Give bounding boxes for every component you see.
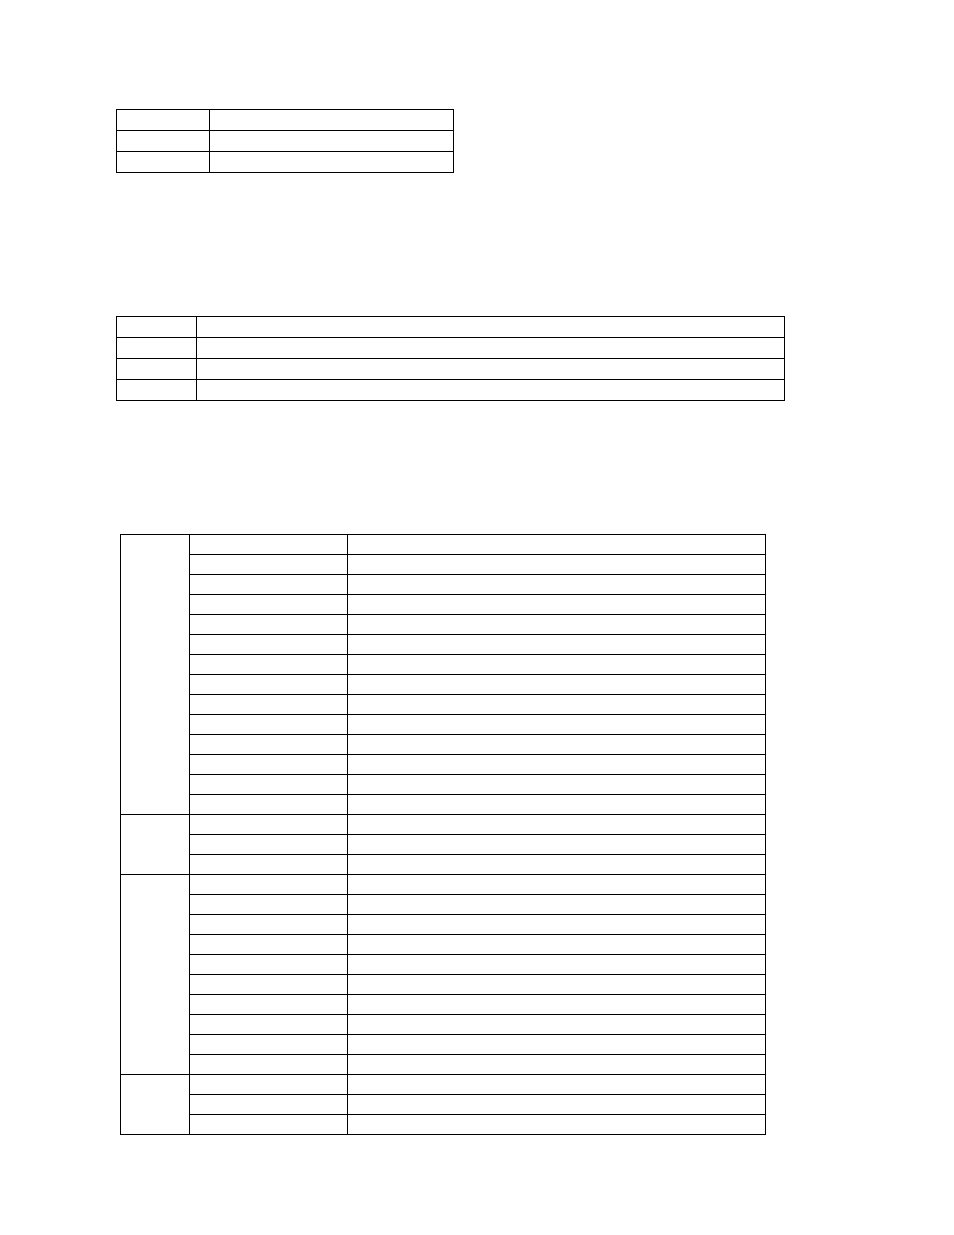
table3-desc-cell xyxy=(348,1075,766,1095)
table1-cell xyxy=(210,131,454,152)
table3-desc-cell xyxy=(348,835,766,855)
table2-cell xyxy=(117,380,197,401)
table3-name-cell xyxy=(190,815,348,835)
table3-desc-cell xyxy=(348,695,766,715)
table3-group-cell xyxy=(121,875,190,1075)
table3-name-cell xyxy=(190,755,348,775)
table3-name-cell xyxy=(190,795,348,815)
table3-desc-cell xyxy=(348,815,766,835)
table3-name-cell xyxy=(190,675,348,695)
table-1 xyxy=(116,109,454,173)
table3-name-cell xyxy=(190,935,348,955)
table3-desc-cell xyxy=(348,895,766,915)
table3-desc-cell xyxy=(348,795,766,815)
table3-name-cell xyxy=(190,1055,348,1075)
table3-desc-cell xyxy=(348,755,766,775)
table3-name-cell xyxy=(190,955,348,975)
table3-desc-cell xyxy=(348,1035,766,1055)
table3-desc-cell xyxy=(348,1055,766,1075)
table3-name-cell xyxy=(190,975,348,995)
table3-desc-cell xyxy=(348,915,766,935)
table3-desc-cell xyxy=(348,1095,766,1115)
table3-name-cell xyxy=(190,735,348,755)
table3-desc-cell xyxy=(348,1015,766,1035)
table3-desc-cell xyxy=(348,735,766,755)
table3-name-cell xyxy=(190,555,348,575)
table3-group-cell xyxy=(121,1075,190,1135)
table3-desc-cell xyxy=(348,575,766,595)
table3-name-cell xyxy=(190,595,348,615)
table2-cell xyxy=(117,338,197,359)
table2-cell xyxy=(197,359,785,380)
table-3 xyxy=(120,534,766,1135)
table3-name-cell xyxy=(190,655,348,675)
table3-desc-cell xyxy=(348,955,766,975)
table3-name-cell xyxy=(190,875,348,895)
table2-cell xyxy=(117,359,197,380)
table3-desc-cell xyxy=(348,535,766,555)
table3-desc-cell xyxy=(348,1115,766,1135)
table3-desc-cell xyxy=(348,935,766,955)
table3-desc-cell xyxy=(348,975,766,995)
table3-name-cell xyxy=(190,995,348,1015)
table3-desc-cell xyxy=(348,715,766,735)
table2-cell xyxy=(117,317,197,338)
table3-name-cell xyxy=(190,635,348,655)
table3-desc-cell xyxy=(348,635,766,655)
table3-name-cell xyxy=(190,535,348,555)
table3-name-cell xyxy=(190,715,348,735)
table3-name-cell xyxy=(190,575,348,595)
table1-cell xyxy=(117,110,210,131)
table3-name-cell xyxy=(190,1035,348,1055)
table3-name-cell xyxy=(190,1075,348,1095)
table3-desc-cell xyxy=(348,875,766,895)
table3-desc-cell xyxy=(348,675,766,695)
table3-name-cell xyxy=(190,855,348,875)
table1-cell xyxy=(210,152,454,173)
table3-desc-cell xyxy=(348,615,766,635)
table3-desc-cell xyxy=(348,595,766,615)
table3-name-cell xyxy=(190,835,348,855)
table2-cell xyxy=(197,338,785,359)
table3-name-cell xyxy=(190,1115,348,1135)
table3-name-cell xyxy=(190,615,348,635)
document-page xyxy=(0,0,954,1235)
table3-desc-cell xyxy=(348,555,766,575)
table3-desc-cell xyxy=(348,855,766,875)
table-2 xyxy=(116,316,785,401)
table3-group-cell xyxy=(121,815,190,875)
table3-group-cell xyxy=(121,535,190,815)
table3-desc-cell xyxy=(348,775,766,795)
table1-cell xyxy=(117,131,210,152)
table3-name-cell xyxy=(190,895,348,915)
table3-name-cell xyxy=(190,1015,348,1035)
table3-name-cell xyxy=(190,775,348,795)
table3-name-cell xyxy=(190,695,348,715)
table2-cell xyxy=(197,317,785,338)
table3-desc-cell xyxy=(348,995,766,1015)
table3-name-cell xyxy=(190,1095,348,1115)
table1-cell xyxy=(117,152,210,173)
table1-cell xyxy=(210,110,454,131)
table2-cell xyxy=(197,380,785,401)
table3-desc-cell xyxy=(348,655,766,675)
table3-name-cell xyxy=(190,915,348,935)
